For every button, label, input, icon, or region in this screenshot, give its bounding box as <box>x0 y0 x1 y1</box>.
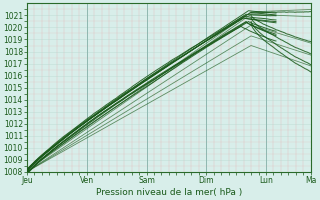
X-axis label: Pression niveau de la mer( hPa ): Pression niveau de la mer( hPa ) <box>96 188 242 197</box>
